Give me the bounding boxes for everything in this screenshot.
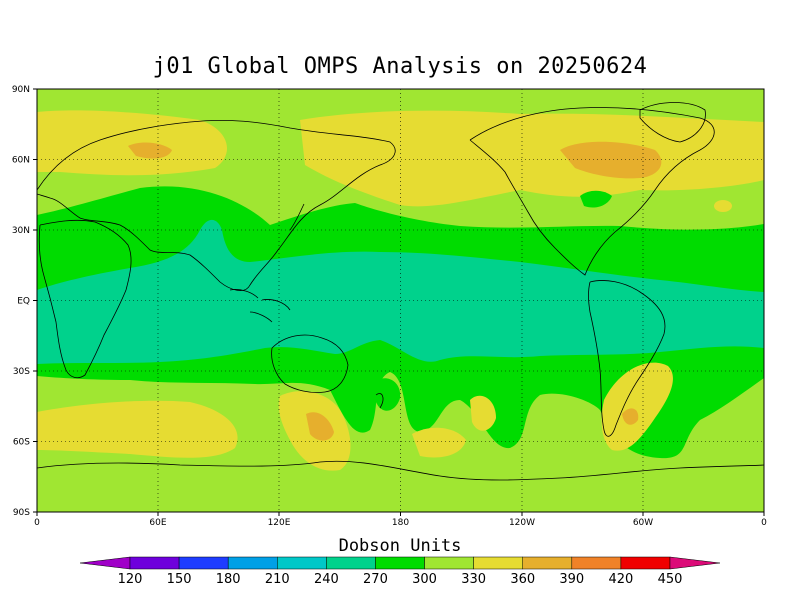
colorbar-tick-label: 270 bbox=[363, 572, 388, 587]
colorbar-segment bbox=[522, 556, 573, 570]
colorbar-segment bbox=[669, 556, 721, 570]
lon-label: 60W bbox=[633, 518, 653, 528]
lat-label: EQ bbox=[17, 297, 30, 307]
colorbar-tick-label: 330 bbox=[461, 572, 486, 587]
field-south-330-c bbox=[412, 427, 466, 458]
colorbar-segment bbox=[129, 556, 180, 570]
coast-antarctica bbox=[37, 460, 764, 481]
coast-indonesia bbox=[229, 289, 291, 323]
colorbar-tick-label: 450 bbox=[658, 572, 683, 587]
colorbar-segment bbox=[571, 556, 622, 570]
colorbar: 120 150 180 210 240 270 300 330 360 390 420 450 bbox=[79, 556, 721, 587]
lat-label: 30S bbox=[13, 367, 30, 377]
field-south-tongue-a bbox=[372, 378, 401, 411]
colorbar-title: Dobson Units bbox=[338, 536, 462, 556]
map-title: j01 Global OMPS Analysis on 20250624 bbox=[152, 54, 648, 79]
colorbar-segment bbox=[424, 556, 474, 570]
colorbar-tick-label: 390 bbox=[559, 572, 584, 587]
lat-label: 90S bbox=[13, 508, 30, 518]
colorbar-tick-label: 240 bbox=[314, 572, 339, 587]
colorbar-segment bbox=[375, 556, 425, 570]
colorbar-segment bbox=[178, 556, 229, 570]
coastlines bbox=[37, 102, 764, 481]
coast-s-america bbox=[588, 280, 666, 437]
coast-africa bbox=[38, 219, 132, 379]
colorbar-segment bbox=[227, 556, 278, 570]
lon-label: 120W bbox=[509, 518, 535, 528]
lat-label: 60S bbox=[13, 438, 30, 448]
lon-label: 180 bbox=[392, 518, 409, 528]
field-north-330-b bbox=[300, 110, 764, 207]
lat-label: 60N bbox=[12, 156, 30, 166]
lon-label: 120E bbox=[268, 518, 291, 528]
field-south-330-e bbox=[601, 362, 673, 451]
longitude-labels: 0 60E 120E 180 120W 60W 0 bbox=[34, 518, 767, 528]
colorbar-tick-label: 210 bbox=[265, 572, 290, 587]
colorbar-tick-label: 180 bbox=[216, 572, 241, 587]
colorbar-segment bbox=[79, 556, 131, 570]
field-tropics-270 bbox=[37, 219, 764, 364]
coast-greenland bbox=[639, 102, 706, 143]
colorbar-segment bbox=[473, 556, 523, 570]
coast-n-america bbox=[469, 107, 715, 276]
field-south-330-d bbox=[470, 395, 496, 431]
lon-label: 0 bbox=[761, 518, 767, 528]
lon-label: 60E bbox=[149, 518, 166, 528]
field-north-360-a bbox=[128, 142, 172, 159]
field-north-330-c bbox=[714, 200, 732, 212]
axis-ticks bbox=[33, 88, 765, 516]
colorbar-tick-label: 420 bbox=[608, 572, 633, 587]
field-north-360-b bbox=[560, 141, 662, 179]
colorbar-tick-label: 150 bbox=[167, 572, 192, 587]
colorbar-tick-label: 360 bbox=[510, 572, 535, 587]
field-south-360 bbox=[306, 412, 334, 441]
colorbar-segment bbox=[620, 556, 671, 570]
colorbar-segment bbox=[326, 556, 376, 570]
lat-label: 30N bbox=[12, 226, 30, 236]
field-green-patch bbox=[580, 190, 612, 208]
coast-eurasia bbox=[37, 119, 396, 291]
lon-label: 0 bbox=[34, 518, 40, 528]
ozone-field bbox=[37, 89, 764, 512]
coast-nz bbox=[375, 393, 384, 409]
coast-japan bbox=[289, 203, 305, 231]
latitude-labels: 90N 60N 30N EQ 30S 60S 90S bbox=[12, 85, 30, 518]
grid-lines bbox=[37, 89, 764, 512]
coast-australia bbox=[271, 334, 349, 393]
field-south-360-b bbox=[622, 408, 639, 425]
colorbar-tick-label: 120 bbox=[118, 572, 143, 587]
field-north-330-a bbox=[37, 110, 227, 176]
field-south-330-a bbox=[37, 400, 238, 458]
colorbar-tick-label: 300 bbox=[412, 572, 437, 587]
lat-label: 90N bbox=[12, 85, 30, 95]
colorbar-segment bbox=[277, 556, 327, 570]
